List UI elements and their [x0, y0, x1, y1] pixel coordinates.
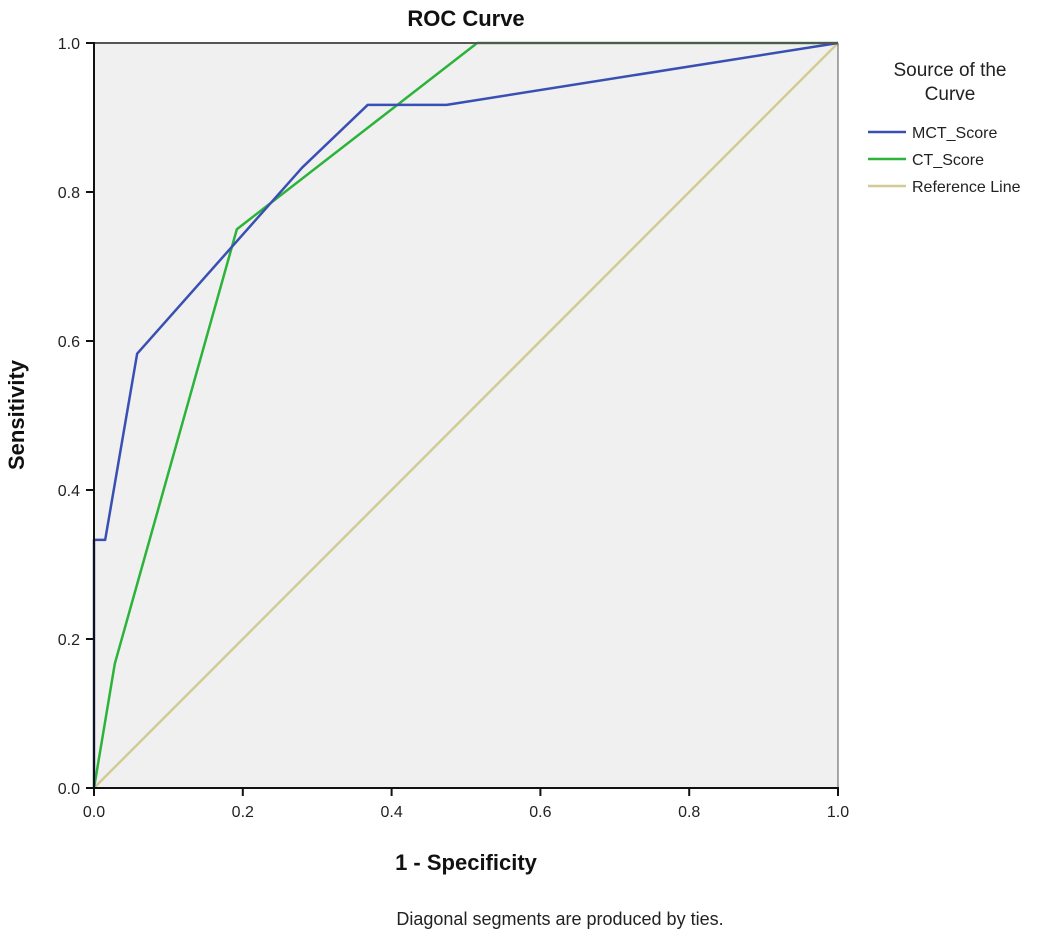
legend: Source of the Curve MCT_Score CT_Score Ref… — [868, 60, 1021, 196]
y-tick-label: 1.0 — [58, 36, 80, 53]
y-tick-label: 0.2 — [58, 632, 80, 649]
series-line-mct-score — [92, 41, 839, 788]
ticks: 0.0 0.2 0.4 0.6 0.8 1.0 0.0 0.2 0.4 0.6 0.8 1.0 — [58, 36, 849, 821]
x-tick-label: 0.0 — [83, 804, 105, 821]
x-tick-label: 0.8 — [678, 804, 700, 821]
legend-item-label: MCT_Score — [912, 125, 997, 142]
y-tick-label: 0.4 — [58, 483, 80, 500]
x-tick-label: 0.4 — [380, 804, 402, 821]
footnote: Diagonal segments are produced by ties. — [396, 909, 723, 929]
series-line-reference-line — [93, 42, 839, 789]
x-tick-label: 1.0 — [827, 804, 849, 821]
legend-title-line-2: Curve — [925, 84, 976, 105]
legend-item-label: CT_Score — [912, 152, 984, 169]
y-tick-label: 0.6 — [58, 334, 80, 351]
y-axis-label: Sensitivity — [4, 359, 29, 470]
x-tick-label: 0.6 — [529, 804, 551, 821]
y-tick-label: 0.0 — [58, 781, 80, 798]
legend-title-line-1: Source of the — [893, 60, 1006, 81]
y-tick-label: 0.8 — [58, 185, 80, 202]
chart-title: ROC Curve — [407, 6, 524, 31]
x-axis-label: 1 - Specificity — [395, 850, 538, 875]
x-tick-label: 0.2 — [232, 804, 254, 821]
legend-item-label: Reference Line — [912, 179, 1021, 196]
